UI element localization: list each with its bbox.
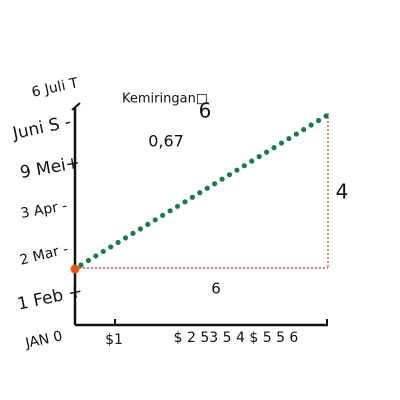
line-dot bbox=[130, 230, 136, 236]
line-dot bbox=[212, 181, 218, 187]
line-dot bbox=[226, 172, 233, 178]
axes bbox=[71, 102, 328, 327]
y-label: 9 Mei+ bbox=[19, 153, 82, 183]
line-dot bbox=[137, 226, 143, 232]
start-point bbox=[70, 264, 80, 274]
slope-title-number: 6 bbox=[199, 99, 212, 123]
line-dot bbox=[256, 154, 262, 160]
line-dot bbox=[85, 257, 92, 264]
axis-tick bbox=[71, 102, 81, 111]
y-label: JAN 0 bbox=[23, 328, 64, 352]
line-dot bbox=[301, 126, 307, 133]
line-dot bbox=[160, 212, 166, 218]
line-dot bbox=[241, 163, 247, 169]
run-label: 6 bbox=[211, 280, 221, 298]
line-dot bbox=[249, 158, 255, 164]
line-dot bbox=[100, 248, 106, 255]
y-label: 6 Juli T bbox=[30, 75, 80, 101]
line-dot bbox=[219, 176, 225, 182]
slope-title: Kemiringan□ bbox=[122, 92, 208, 107]
line-dot bbox=[122, 235, 129, 241]
y-label: Juni S - bbox=[10, 112, 73, 144]
slope-line bbox=[78, 113, 329, 268]
line-dot bbox=[78, 262, 84, 268]
line-dot bbox=[293, 131, 299, 137]
run-rise bbox=[75, 113, 329, 269]
x-label: $ 2 53 5 4 $ 5 5 6 bbox=[174, 330, 299, 346]
line-dot bbox=[182, 199, 188, 205]
line-dot bbox=[264, 149, 270, 155]
x-label: $1 bbox=[105, 332, 123, 348]
line-dot bbox=[286, 135, 292, 142]
line-dot bbox=[145, 221, 151, 227]
line-dot bbox=[115, 239, 121, 246]
y-label: 3 Apr - bbox=[19, 198, 68, 222]
line-dot bbox=[152, 217, 158, 223]
line-dot bbox=[204, 185, 210, 191]
y-label: 2 Mar - bbox=[18, 241, 70, 268]
line-dot bbox=[323, 113, 329, 119]
line-dot bbox=[108, 244, 114, 250]
line-dot bbox=[278, 140, 285, 146]
line-dot bbox=[174, 203, 181, 209]
line-dot bbox=[197, 190, 203, 196]
rise-label: 4 bbox=[336, 180, 349, 204]
line-dot bbox=[167, 208, 173, 214]
line-dot bbox=[93, 253, 99, 259]
line-dot bbox=[189, 194, 195, 200]
line-dot bbox=[315, 117, 322, 124]
line-dot bbox=[308, 122, 314, 128]
line-dot bbox=[271, 145, 277, 151]
line-dot bbox=[234, 167, 240, 173]
slope-value: 0,67 bbox=[148, 132, 184, 151]
